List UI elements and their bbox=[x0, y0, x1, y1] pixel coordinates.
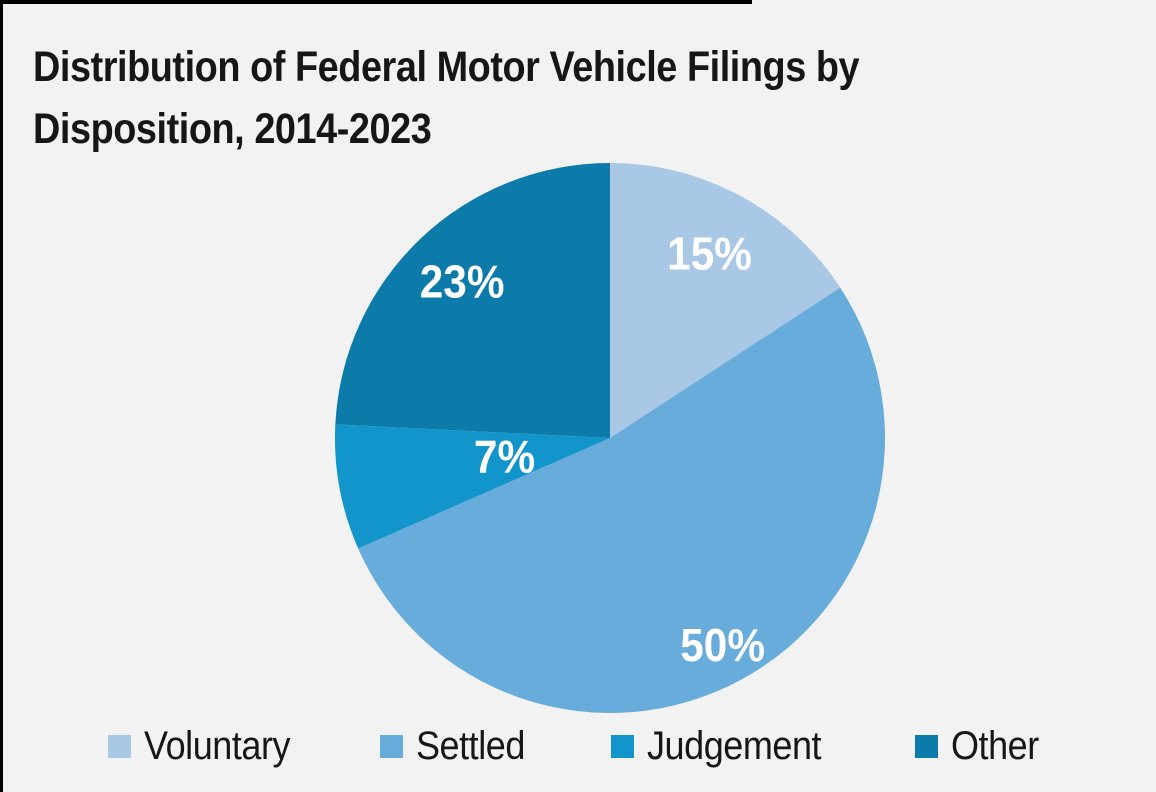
legend-swatch-icon bbox=[380, 734, 404, 758]
legend-item-voluntary: Voluntary bbox=[107, 724, 306, 768]
legend-label: Settled bbox=[416, 724, 526, 768]
pie-slice-voluntary bbox=[610, 163, 841, 438]
chart-title-line-1: Distribution of Federal Motor Vehicle Fi… bbox=[33, 43, 860, 91]
legend-label: Judgement bbox=[647, 724, 822, 768]
legend-item-other: Other bbox=[914, 724, 1049, 768]
chart-title-line-2: Disposition, 2014-2023 bbox=[33, 105, 432, 153]
legend-item-settled: Settled bbox=[380, 726, 537, 766]
pie-label-settled: 50% bbox=[680, 621, 765, 672]
legend: Voluntary Settled Judgement Other bbox=[0, 718, 1156, 774]
legend-swatch-icon bbox=[107, 734, 131, 758]
left-border-line bbox=[0, 0, 3, 792]
legend-swatch-icon bbox=[914, 734, 938, 758]
legend-item-judgement: Judgement bbox=[611, 726, 840, 766]
legend-label: Other bbox=[950, 724, 1039, 768]
pie-label-voluntary: 15% bbox=[667, 229, 752, 280]
chart-title: Distribution of Federal Motor Vehicle Fi… bbox=[33, 36, 860, 160]
pie-label-judgement: 7% bbox=[474, 432, 535, 483]
pie-chart: 15% 50% 7% 23% bbox=[335, 163, 885, 713]
pie-slice-settled bbox=[358, 287, 885, 713]
legend-swatch-icon bbox=[611, 734, 635, 758]
legend-label: Voluntary bbox=[143, 724, 291, 768]
pie-label-other: 23% bbox=[420, 257, 505, 308]
top-border-line bbox=[0, 0, 752, 4]
pie-slice-other bbox=[335, 163, 610, 438]
pie-slice-judgement bbox=[335, 424, 610, 549]
